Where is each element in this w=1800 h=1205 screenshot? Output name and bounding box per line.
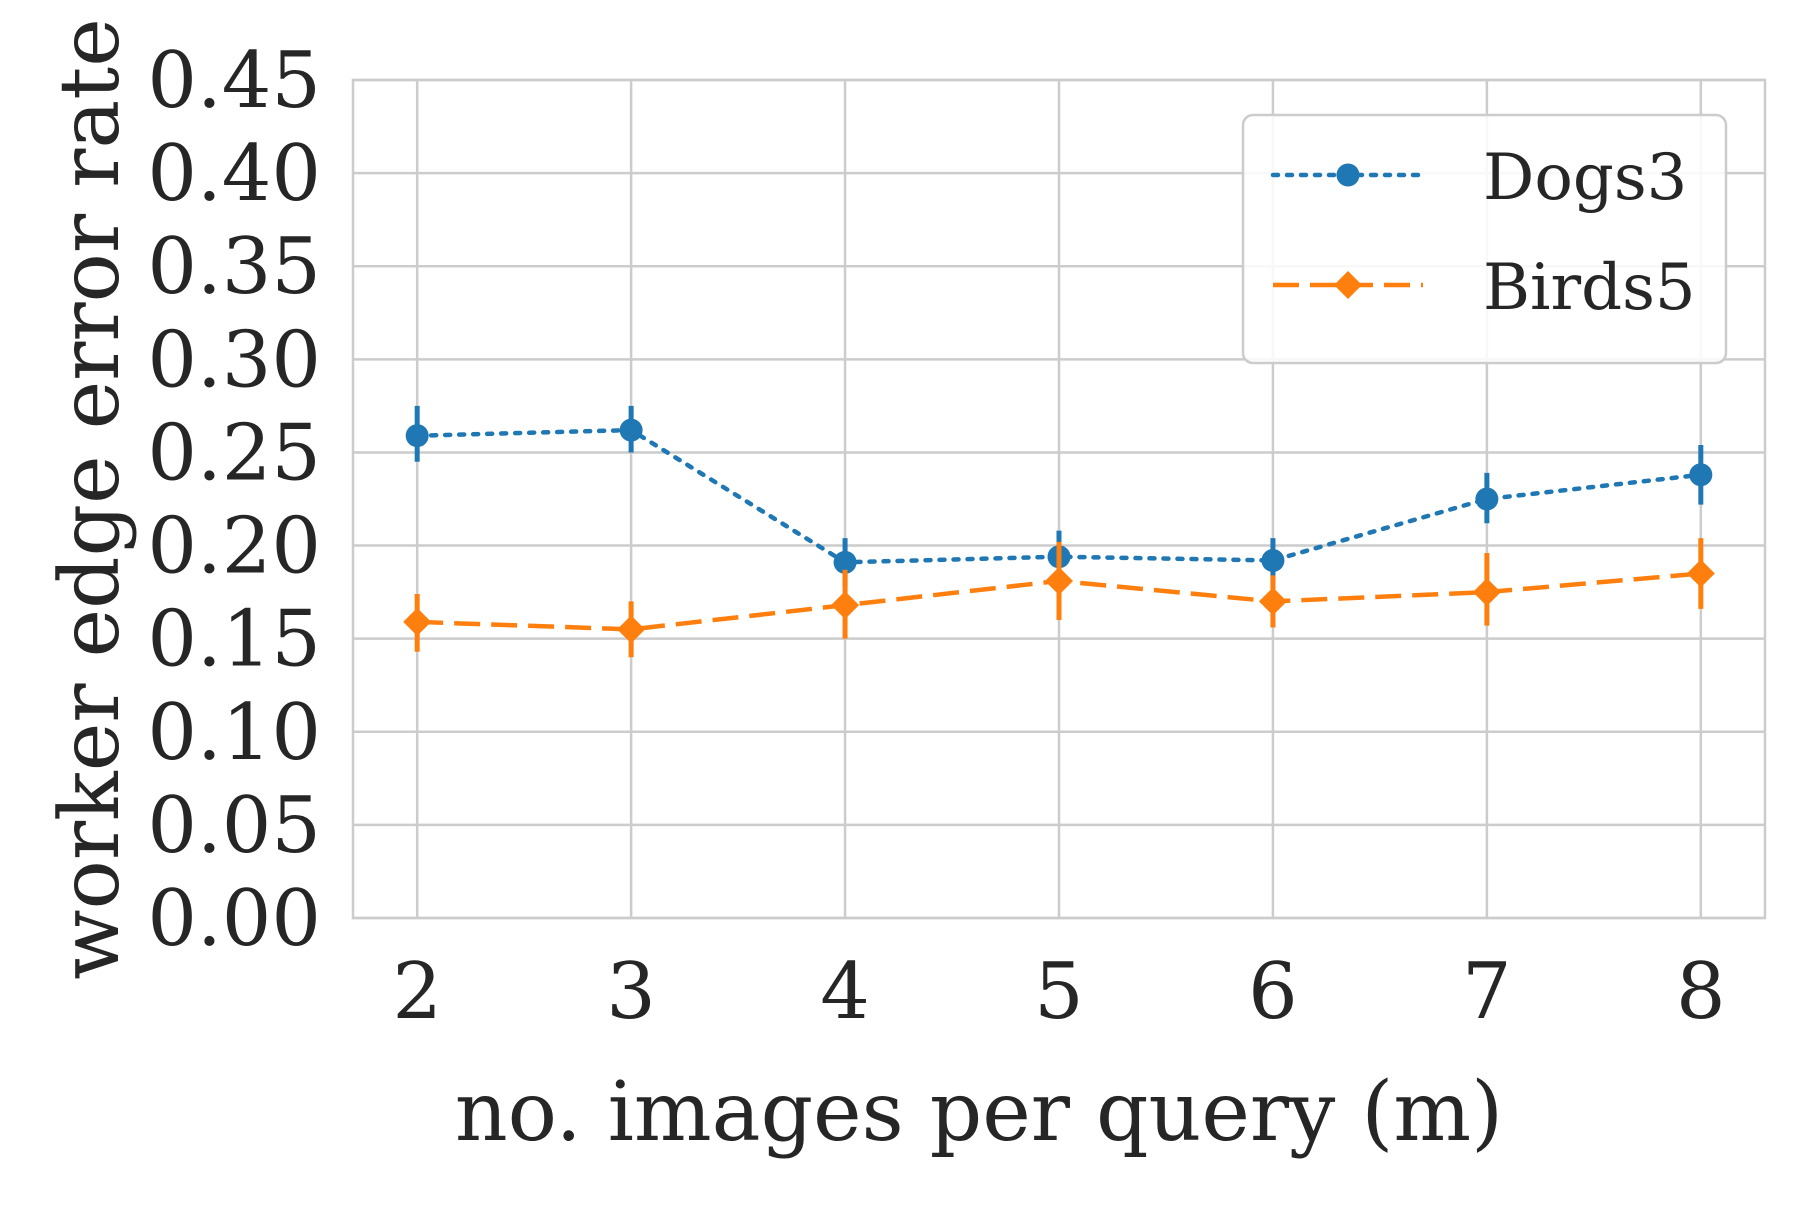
y-tick-label: 0.15 xyxy=(147,595,321,685)
data-point xyxy=(833,550,857,574)
y-tick-label: 0.35 xyxy=(147,222,321,312)
y-tick-label: 0.45 xyxy=(147,36,321,126)
data-point xyxy=(617,615,646,644)
data-point xyxy=(831,591,860,620)
y-axis-title: worker edge error rate xyxy=(43,18,138,979)
x-tick-label: 8 xyxy=(1676,947,1726,1037)
plot-frame xyxy=(351,78,1767,920)
data-point xyxy=(1475,487,1499,511)
x-tick-label: 2 xyxy=(392,947,442,1037)
legend-label: Dogs3 xyxy=(1483,141,1687,215)
y-tick-label: 0.20 xyxy=(147,502,321,592)
x-tick-label: 3 xyxy=(606,947,656,1037)
legend-label: Birds5 xyxy=(1483,251,1696,325)
y-tick-label: 0.10 xyxy=(147,688,321,778)
series-layer xyxy=(403,405,1715,658)
x-tick-label: 7 xyxy=(1462,947,1512,1037)
legend-item-birds5: Birds5 xyxy=(1273,251,1696,325)
x-axis-title: no. images per query (m) xyxy=(455,1065,1503,1160)
data-point xyxy=(1258,587,1287,616)
data-point xyxy=(1686,559,1715,588)
data-point xyxy=(405,424,429,448)
data-point xyxy=(1472,578,1501,607)
data-point xyxy=(619,418,643,442)
y-tick-label: 0.05 xyxy=(147,781,321,871)
y-tick-label: 0.30 xyxy=(147,315,321,405)
data-point xyxy=(1689,463,1713,487)
x-tick-label: 6 xyxy=(1248,947,1298,1037)
x-tick-label: 5 xyxy=(1034,947,1084,1037)
y-tick-label: 0.00 xyxy=(147,874,321,964)
legend-marker xyxy=(1336,163,1360,187)
series-birds5 xyxy=(403,538,1715,658)
y-axis-ticks: 0.000.050.100.150.200.250.300.350.400.45 xyxy=(147,36,321,964)
data-point xyxy=(1261,548,1285,572)
y-tick-label: 0.40 xyxy=(147,129,321,219)
legend: Dogs3 Birds5 xyxy=(1241,113,1728,365)
legend-marker xyxy=(1334,271,1362,299)
legend-box xyxy=(1241,113,1728,365)
y-tick-label: 0.25 xyxy=(147,408,321,498)
data-point xyxy=(1045,566,1073,595)
x-tick-label: 4 xyxy=(820,947,870,1037)
x-axis-ticks: 2 3 4 5 6 7 8 xyxy=(392,947,1725,1037)
data-point xyxy=(403,607,432,636)
legend-item-dogs3: Dogs3 xyxy=(1270,141,1687,215)
